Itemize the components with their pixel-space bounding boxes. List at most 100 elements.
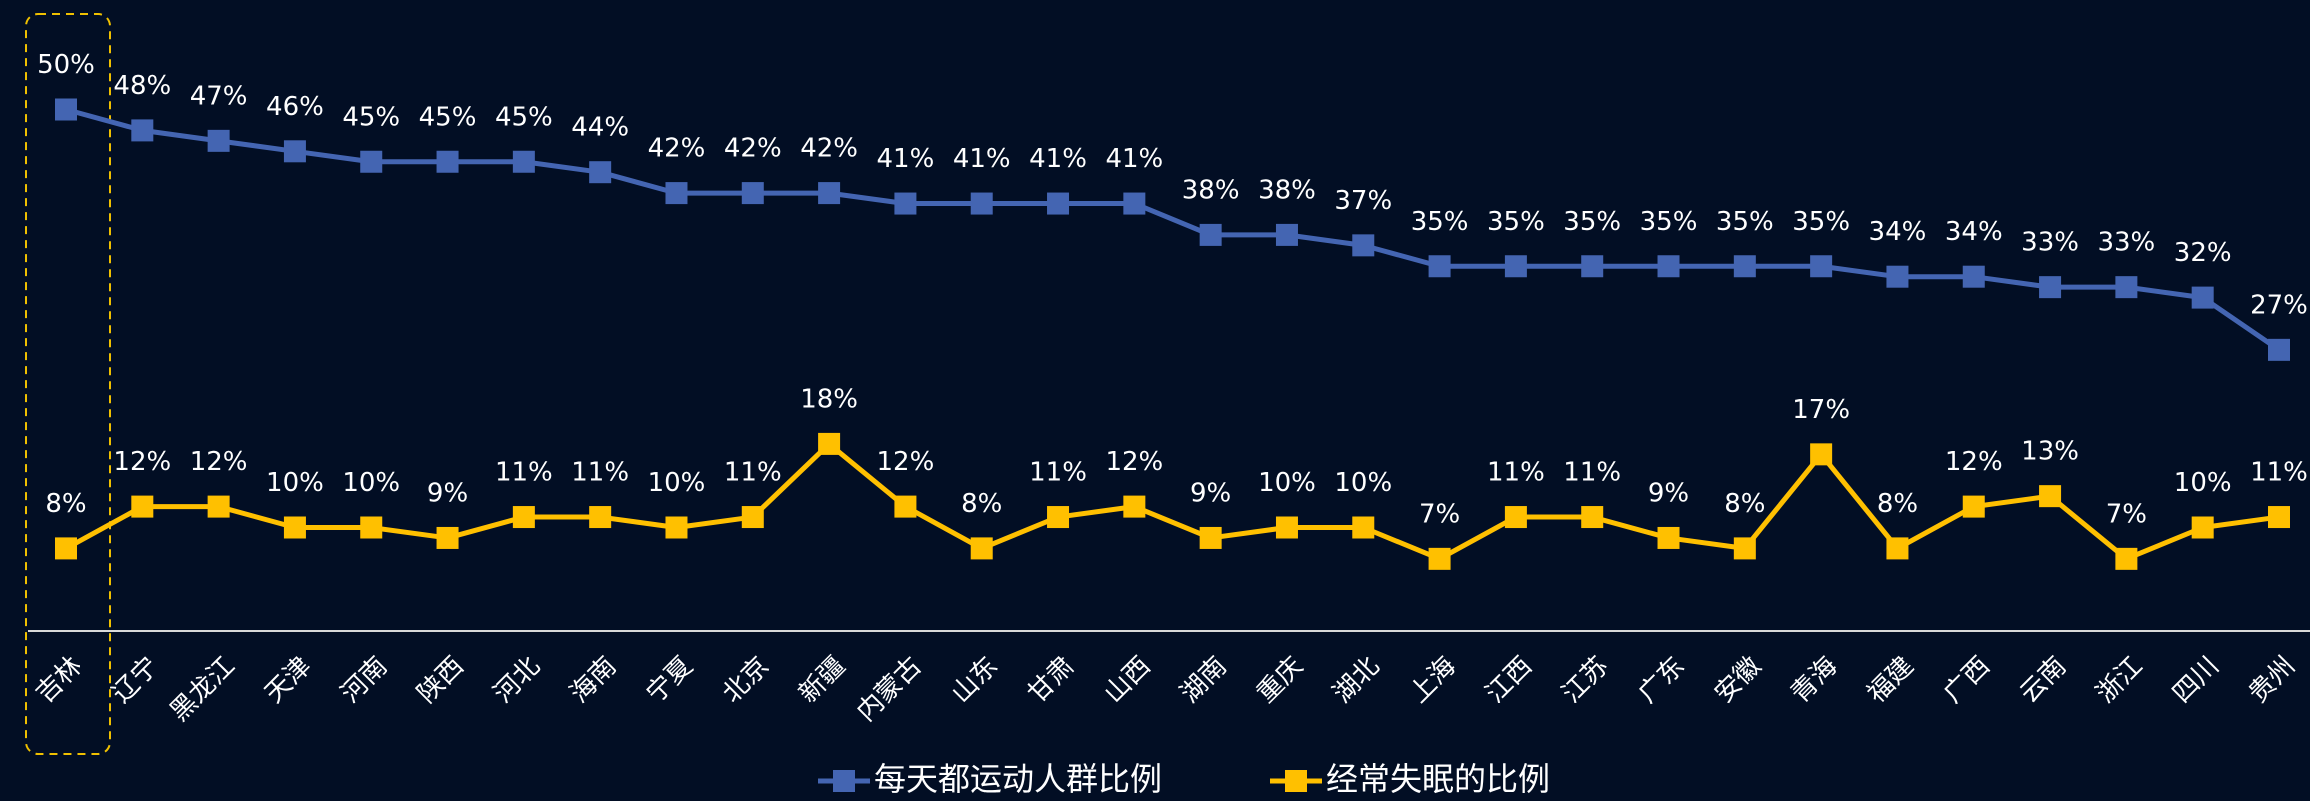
x-tick-label: 陕西: [412, 651, 470, 709]
marker: [1810, 255, 1833, 278]
data-label: 35%: [1716, 207, 1774, 237]
data-label: 34%: [1945, 217, 2003, 247]
data-label: 9%: [427, 478, 468, 508]
marker: [1733, 537, 1756, 560]
marker: [1047, 506, 1070, 529]
marker: [1047, 192, 1070, 215]
marker: [55, 98, 77, 121]
marker: [2191, 516, 2214, 539]
x-tick-label: 福建: [1862, 651, 1920, 709]
data-label: 12%: [1105, 447, 1163, 477]
data-label: 35%: [1792, 207, 1850, 237]
data-label: 11%: [1487, 458, 1545, 488]
x-tick-label: 北京: [717, 651, 775, 709]
x-tick-label: 河南: [336, 651, 394, 709]
x-tick-label: 贵州: [2243, 651, 2301, 709]
data-label: 37%: [1334, 186, 1392, 216]
marker: [512, 150, 535, 173]
marker: [1962, 495, 1985, 518]
data-label: 35%: [1411, 207, 1469, 237]
x-tick-label: 宁夏: [641, 651, 699, 709]
x-tick-label: 山西: [1099, 651, 1157, 709]
data-label: 35%: [1563, 207, 1621, 237]
x-tick-label: 湖北: [1328, 651, 1386, 709]
marker: [589, 506, 612, 529]
data-label: 11%: [2250, 458, 2308, 488]
marker: [2191, 286, 2214, 309]
data-label: 42%: [724, 134, 782, 164]
marker: [665, 182, 688, 205]
data-label: 42%: [800, 134, 858, 164]
data-label: 8%: [1724, 489, 1765, 519]
legend-label: 每天都运动人群比例: [874, 760, 1162, 798]
data-label: 45%: [419, 102, 477, 132]
data-label: 17%: [1792, 395, 1850, 425]
data-label: 42%: [648, 134, 706, 164]
data-label: 8%: [961, 489, 1002, 519]
marker: [1886, 537, 1909, 560]
x-tick-label: 吉林: [30, 651, 88, 709]
data-label: 32%: [2174, 238, 2232, 268]
highlight-box: [25, 13, 111, 755]
marker: [1504, 255, 1527, 278]
x-tick-label: 云南: [2014, 651, 2072, 709]
data-label: 9%: [1648, 478, 1689, 508]
data-label: 41%: [1029, 144, 1087, 174]
data-label: 33%: [2097, 228, 2155, 258]
marker: [1886, 265, 1909, 288]
marker: [2268, 506, 2290, 529]
x-tick-label: 新疆: [793, 651, 851, 709]
marker: [1504, 506, 1527, 529]
data-label: 33%: [2021, 228, 2079, 258]
data-label: 10%: [342, 468, 400, 498]
marker: [283, 140, 306, 163]
data-label: 45%: [342, 102, 400, 132]
data-label: 44%: [571, 113, 629, 143]
marker: [818, 432, 841, 455]
marker: [436, 526, 459, 549]
data-label: 11%: [724, 458, 782, 488]
x-tick-label: 黑龙江: [164, 651, 240, 727]
data-label: 8%: [1877, 489, 1918, 519]
marker: [1733, 255, 1756, 278]
data-label: 10%: [1334, 468, 1392, 498]
marker: [741, 506, 764, 529]
data-label: 47%: [190, 81, 248, 111]
data-label: 18%: [800, 384, 858, 414]
data-label: 10%: [648, 468, 706, 498]
marker: [131, 119, 154, 142]
marker: [1123, 192, 1146, 215]
x-tick-label: 海南: [564, 651, 622, 709]
marker: [1428, 255, 1451, 278]
data-label: 41%: [953, 144, 1011, 174]
marker: [2115, 276, 2138, 299]
data-label: 45%: [495, 102, 553, 132]
data-label: 27%: [2250, 290, 2308, 320]
x-tick-label: 河北: [488, 651, 546, 709]
data-label: 11%: [571, 458, 629, 488]
marker: [360, 150, 383, 173]
marker: [1962, 265, 1985, 288]
x-tick-label: 甘肃: [1022, 651, 1080, 709]
data-label: 8%: [45, 489, 86, 519]
legend-marker: [833, 770, 855, 792]
data-label: 41%: [1105, 144, 1163, 174]
x-tick-label: 天津: [259, 651, 317, 709]
marker: [970, 537, 993, 560]
marker: [2039, 485, 2062, 508]
marker: [207, 495, 230, 518]
marker: [131, 495, 154, 518]
x-tick-label: 江苏: [1556, 651, 1614, 709]
x-tick-label: 江西: [1480, 651, 1538, 709]
marker: [1581, 506, 1604, 529]
marker: [1123, 495, 1146, 518]
data-label: 11%: [495, 458, 553, 488]
data-label: 7%: [2106, 499, 2147, 529]
data-label: 35%: [1640, 207, 1698, 237]
marker: [1581, 255, 1604, 278]
x-tick-label: 浙江: [2091, 651, 2149, 709]
data-label: 10%: [2174, 468, 2232, 498]
x-tick-label: 山东: [946, 651, 1004, 709]
marker: [741, 182, 764, 205]
